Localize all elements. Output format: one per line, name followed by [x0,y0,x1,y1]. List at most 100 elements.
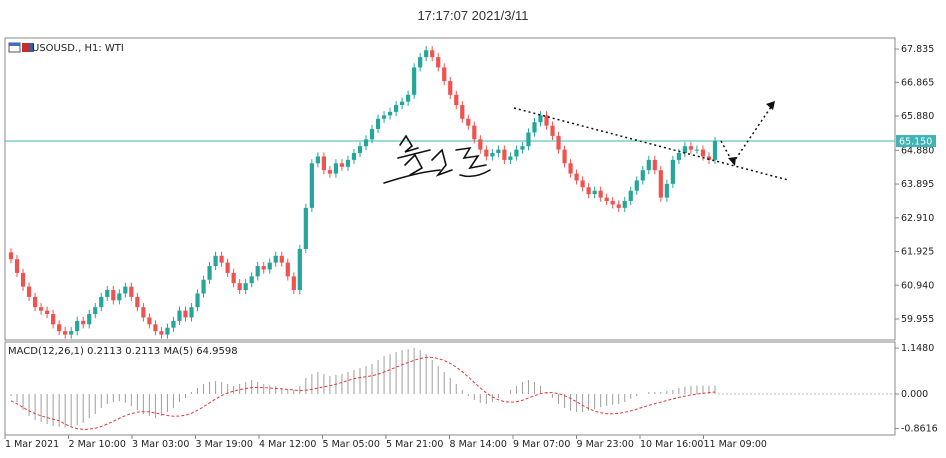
candle-body [406,94,411,102]
candle-body [532,122,537,133]
time-tick-label: 9 Mar 07:00 [513,439,570,450]
flag-icon-blue [29,43,34,52]
signature-stroke-2 [431,148,453,177]
candle-body [616,204,621,208]
candle-body [237,283,242,291]
macd-tick-label: 1.1480 [901,343,934,354]
candle-body [412,67,417,95]
price-tick-label: 65.880 [901,111,934,122]
candle-body [153,324,158,332]
price-axis: 67.835 66.865 65.880 64.880 63.895 62.910 61.9… [895,44,934,325]
candle-body [375,118,381,130]
candle-body [640,170,645,181]
candle-body [436,57,441,68]
candle-body [514,149,519,157]
macd-histogram [10,348,716,428]
candle-body [267,262,272,270]
candle-body [189,307,194,318]
candle-body [279,255,284,263]
time-tick-label: 10 Mar 16:00 [640,439,703,450]
price-tick-label: 64.880 [901,145,934,156]
candle-body [171,320,176,328]
candle-body [225,262,230,273]
candle-body [69,331,74,335]
candle-body [418,57,423,68]
descending-trendline[interactable] [513,107,789,181]
candle-body [93,307,98,315]
candle-body [105,290,110,297]
symbol-label: USOUSD., H1: WTI [32,43,124,54]
candle-body [303,207,308,249]
macd-signal-line [10,356,716,430]
candle-body [195,293,200,308]
candle-body [249,276,254,284]
arrow-up-head [766,101,775,110]
candle-body [351,153,357,160]
drawing-annotations[interactable] [513,101,789,181]
candle-body [315,156,320,164]
candle-body [261,266,266,270]
macd-axis: 1.1480 0.000 -0.8616 [718,343,938,434]
time-tick-label: 2 Mar 10:00 [69,439,126,450]
candle-body [51,314,56,325]
candle-body [81,320,86,325]
candle-body [381,115,387,119]
candle-body [670,159,675,184]
candle-body [159,331,164,335]
candle-body [574,173,579,181]
candle-body [32,296,38,308]
macd-label: MACD(12,26,1) 0.2113 0.2113 MA(5) 64.959… [8,346,238,357]
candle-body [442,67,447,82]
price-tick-label: 63.895 [901,179,934,190]
candle-body [586,187,591,195]
candle-body [285,262,290,277]
candle-body [400,101,405,106]
candle-body [333,163,339,174]
candle-body [700,149,706,157]
candle-body [580,180,585,188]
time-axis: 1 Mar 2021 2 Mar 10:00 3 Mar 03:00 3 Mar 19… [4,435,767,450]
candle-body [123,286,128,294]
candle-body [508,156,513,160]
candle-body [454,94,459,106]
candle-body [490,153,495,157]
candle-body [628,190,633,201]
candle-body [658,170,663,198]
candle-body [550,125,555,136]
candle-body [676,153,681,160]
candle-body [562,149,567,164]
candle-body [165,327,170,335]
candle-body [387,111,393,116]
candle-body [610,200,615,205]
flag-icon-red [22,43,29,52]
macd-tick-label: 0.000 [901,389,928,400]
time-tick-label: 3 Mar 19:00 [196,439,253,450]
candle-body [339,163,345,167]
candle-body [688,146,694,150]
candle-body [460,105,465,119]
candle-body [57,324,62,332]
candle-body [538,115,543,123]
price-tick-label: 59.955 [901,314,934,325]
candle-body [634,180,639,191]
candle-body [117,293,122,301]
candle-body [393,105,399,112]
candle-body [141,307,146,318]
candle-body [14,259,20,273]
candle-body [345,159,351,167]
time-tick-label: 4 Mar 12:00 [259,439,316,450]
price-tick-label: 66.865 [901,77,934,88]
candle-body [592,190,597,195]
candle-body [273,255,278,263]
candle-body [706,156,712,160]
candle-body [496,149,501,154]
candle-body [646,159,651,171]
candle-body [694,149,700,151]
candle-body [321,156,326,171]
candle-body [327,170,333,174]
candle-body [466,118,471,126]
arrow-up-line[interactable] [732,103,774,164]
candle-body [99,296,104,308]
candle-body [526,132,531,147]
